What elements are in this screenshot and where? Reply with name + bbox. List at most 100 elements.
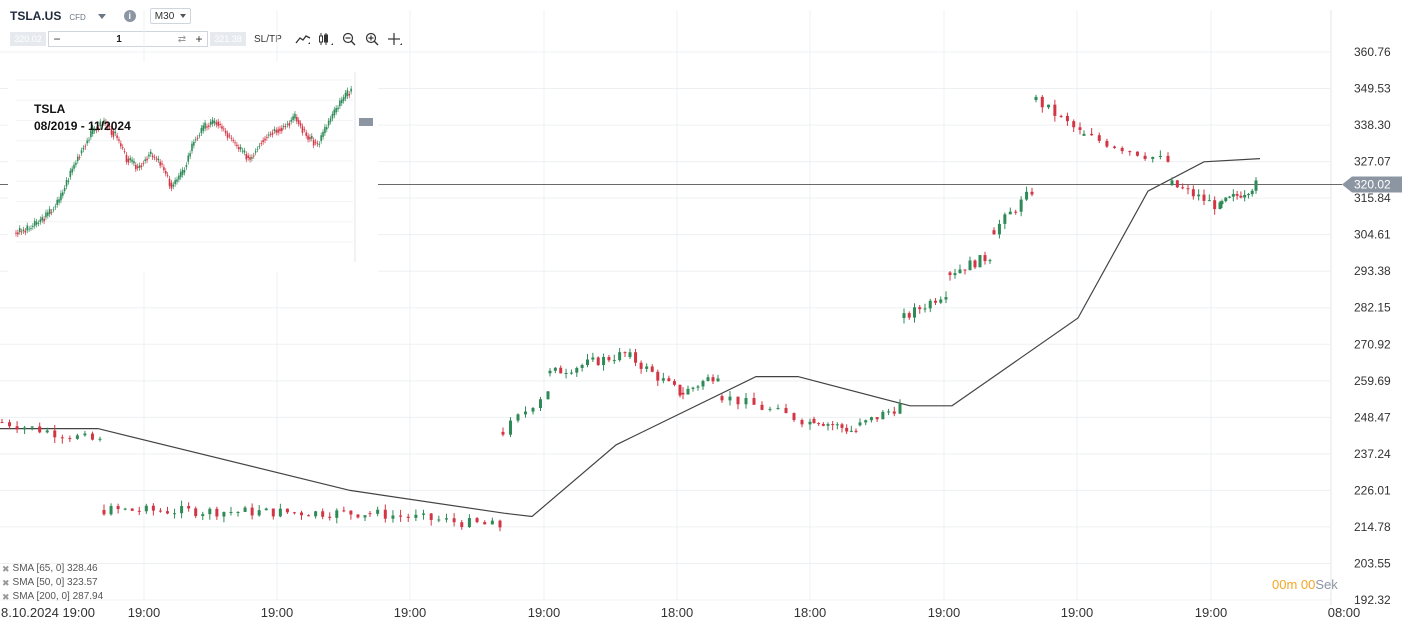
quantity-input[interactable]: 1 [116,33,122,45]
remove-icon[interactable]: ✖ [2,578,10,588]
candle-body [939,299,943,303]
symbol-name[interactable]: TSLA.US [10,9,62,23]
current-price-label: 320.02 [1354,178,1391,192]
remove-icon[interactable]: ✖ [2,592,10,602]
inset-candle-body [170,182,173,189]
candle-body [918,307,922,310]
candle-body [736,396,740,405]
inset-candle-body [116,135,118,138]
candle-body [639,362,643,369]
candle-body [686,388,690,395]
candle-body [1072,121,1076,128]
candle-body [546,391,550,400]
inset-candle-body [311,136,313,139]
zoom-in-icon[interactable] [363,31,381,47]
swap-icon[interactable]: ⇄ [177,33,187,45]
quantity-stepper[interactable]: − 1 ⇄ + [48,31,208,47]
y-tick-label: 327.07 [1354,155,1391,169]
candle-body [1014,211,1018,213]
indicator-row[interactable]: ✖ SMA [65, 0] 328.46 [2,562,103,576]
sltp-button[interactable]: SL/TP [254,33,282,45]
inset-candle-body [62,192,64,196]
candle-body [776,407,780,409]
candle-body [849,430,853,432]
info-icon[interactable]: i [123,10,136,22]
remove-icon[interactable]: ✖ [2,564,10,574]
inset-candle-body [37,223,40,224]
y-tick-label: 203.55 [1354,556,1391,570]
candle-body [1181,187,1185,189]
inset-candle-body [243,150,246,153]
symbol-dropdown-icon[interactable] [97,13,106,19]
inset-candle-body [164,171,167,174]
bid-price[interactable]: 320.02 [10,32,46,46]
candle-body [180,506,184,514]
inset-candle-body [52,209,55,211]
candle-body [944,297,948,300]
x-tick-label: 19:00 [1195,605,1228,620]
candle-body [1082,133,1086,136]
inset-candle-body [80,150,83,154]
inset-candle-body [275,130,278,133]
line-chart-icon[interactable] [294,31,312,47]
ask-price[interactable]: 321.38 [210,32,246,46]
symbol-bar: TSLA.US CFD i M30 [10,6,192,26]
zoom-out-icon[interactable] [340,31,358,47]
increase-button[interactable]: + [195,32,203,46]
candle-body [858,422,862,426]
crosshair-icon[interactable] [386,31,404,47]
candle-body [607,357,611,361]
candle-body [564,373,568,375]
candle-body [173,513,177,515]
candlestick-type-icon[interactable] [317,31,335,47]
indicator-row[interactable]: ✖ SMA [200, 0] 287.94 [2,590,103,604]
y-tick-label: 192.32 [1354,593,1391,607]
inset-candle-body [20,231,23,233]
timeframe-select[interactable]: M30 [149,8,192,24]
x-tick-label: 18:00 [661,605,694,620]
candle-body [1175,180,1179,188]
candle-body [864,420,868,423]
x-tick-label: 19:00 [1061,605,1094,620]
inset-candle-body [33,220,36,226]
candle-body [752,398,756,405]
inset-candle-body [316,143,319,145]
candle-body [1090,133,1094,136]
inset-candle-body [172,184,175,187]
x-tick-label: 19:00 [394,605,427,620]
inset-candle-body [166,174,169,176]
candle-body [1224,197,1228,202]
decrease-button[interactable]: − [53,32,61,46]
inset-candle-body [329,118,332,122]
candle-body [826,424,830,426]
candle-body [342,510,346,512]
candle-body [1254,180,1258,191]
candle-body [902,313,906,318]
inset-candle-body [22,229,25,232]
candle-body [335,510,339,518]
inset-candle-body [183,169,186,173]
inset-candle-body [174,180,176,185]
inset-candle-body [150,151,152,155]
y-tick-label: 282.15 [1354,301,1391,315]
indicator-row[interactable]: ✖ SMA [50, 0] 323.57 [2,576,103,590]
inset-candle-body [142,163,145,165]
candle-body [1105,140,1109,147]
candle-body [452,518,456,523]
inset-candle-body [206,126,208,128]
candle-body [1220,201,1224,205]
candle-body [928,300,932,309]
candle-body [963,269,967,271]
inset-candle-body [24,230,27,233]
candle-body [38,426,42,433]
candle-body [45,430,49,433]
candle-body [968,260,972,271]
candle-body [539,399,542,408]
inset-candle-body [26,225,29,231]
candle-body [948,272,952,276]
candle-body [661,378,665,381]
x-tick-label: 19:00 [261,605,294,620]
inset-candle-body [15,232,17,234]
candle-body [1186,188,1190,190]
